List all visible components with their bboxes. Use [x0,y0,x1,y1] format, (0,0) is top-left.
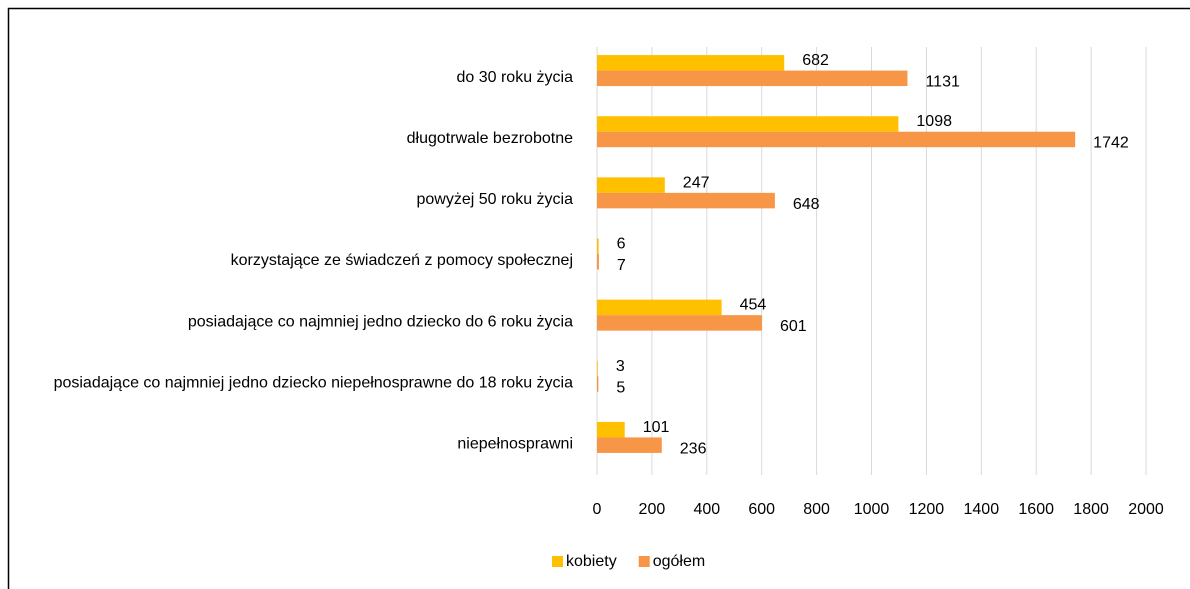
x-tick-label: 0 [593,501,602,518]
bar [597,254,599,270]
data-label: 682 [802,52,829,69]
bar [597,421,625,438]
bar [597,131,1076,148]
category-label: do 30 roku życia [456,69,573,86]
bar [597,299,722,316]
category-label: korzystające ze świadczeń z pomocy społe… [231,252,573,269]
legend-swatch [638,556,650,567]
bar [597,192,775,209]
category-label: posiadające co najmniej jedno dziecko do… [188,313,573,330]
x-tick-label: 200 [639,501,666,518]
bar [597,177,665,193]
bar [597,116,899,132]
bar [597,376,599,392]
bar [597,315,762,331]
x-tick-label: 1600 [1018,501,1054,518]
x-tick-label: 1400 [964,501,1000,518]
chart-frame [7,7,1190,589]
category-label: niepełnosprawni [457,436,573,453]
data-label: 454 [740,297,767,314]
data-label: 101 [643,419,670,436]
data-label: 3 [616,358,625,375]
category-label: powyżej 50 roku życia [416,191,573,208]
category-label: posiadające co najmniej jedno dziecko ni… [54,375,574,392]
data-label: 1098 [916,113,952,130]
x-tick-label: 1200 [909,501,945,518]
x-tick-label: 1000 [854,501,890,518]
category-label: długotrwale bezrobotne [407,130,573,147]
data-label: 648 [793,196,820,213]
data-label: 1742 [1093,135,1129,152]
data-label: 601 [780,318,807,335]
data-label: 6 [617,235,626,252]
bar [597,70,908,87]
data-label: 7 [617,257,626,274]
data-label: 1131 [925,74,960,91]
x-tick-label: 400 [693,501,720,518]
x-tick-label: 600 [748,501,775,518]
bar [597,55,785,71]
x-tick-label: 1800 [1073,501,1109,518]
legend-label: ogółem [653,553,705,570]
legend-label: kobiety [566,553,617,570]
bar [597,360,598,377]
bar [597,238,599,254]
x-tick-label: 800 [803,501,830,518]
data-label: 236 [680,440,707,457]
data-label: 5 [616,379,625,396]
bar [597,437,662,453]
x-tick-label: 2000 [1128,501,1164,518]
legend-swatch [552,556,563,567]
data-label: 247 [683,174,710,191]
